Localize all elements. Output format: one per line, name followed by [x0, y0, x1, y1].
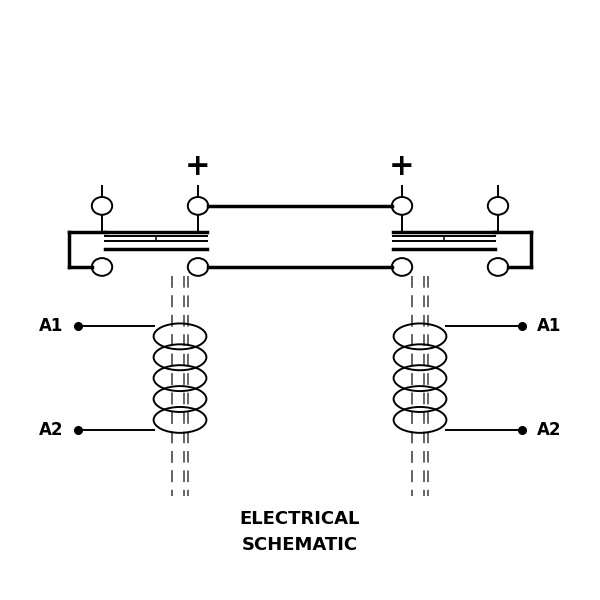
- Text: Connection Diagram: Connection Diagram: [156, 27, 444, 51]
- Text: A2: A2: [537, 421, 562, 439]
- Text: A2: A2: [38, 421, 63, 439]
- Text: SCHEMATIC: SCHEMATIC: [242, 536, 358, 554]
- Text: ELECTRICAL: ELECTRICAL: [240, 510, 360, 528]
- Text: +: +: [185, 152, 211, 181]
- Text: A1: A1: [38, 317, 63, 335]
- Text: A1: A1: [537, 317, 562, 335]
- Text: +: +: [389, 152, 415, 181]
